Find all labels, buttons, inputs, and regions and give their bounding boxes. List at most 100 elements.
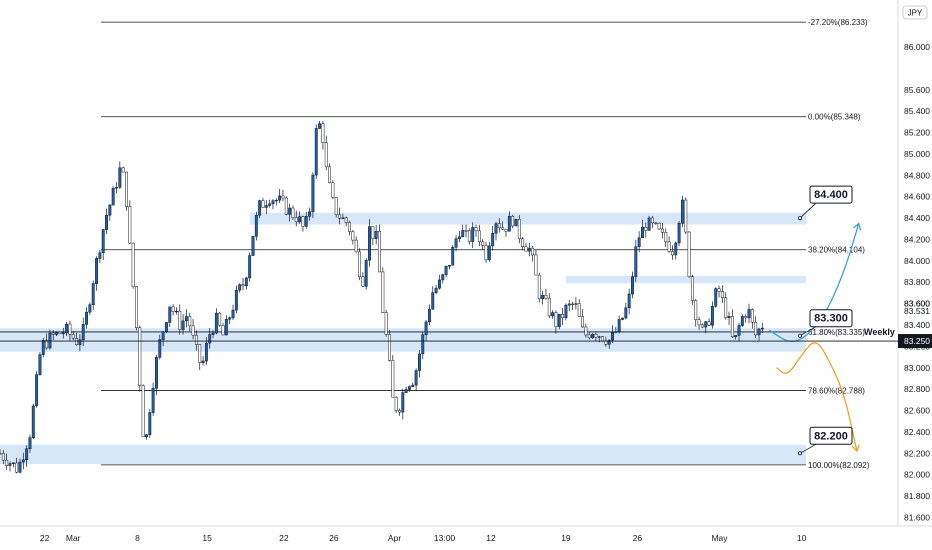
candle-up bbox=[401, 392, 405, 413]
candle-down bbox=[178, 310, 182, 330]
candle-down bbox=[577, 303, 581, 317]
candle-up bbox=[151, 387, 155, 413]
price-zone bbox=[249, 212, 806, 225]
candle-down bbox=[670, 251, 674, 256]
candle-up bbox=[457, 236, 461, 240]
price-axis[interactable]: 86.000 85.600 85.400 85.200 85.000 84.800 84.6… bbox=[0, 0, 932, 526]
candle-down bbox=[554, 312, 558, 328]
callout-box bbox=[809, 426, 853, 445]
candle-down bbox=[15, 462, 19, 473]
candle-up bbox=[224, 318, 228, 336]
candle-down bbox=[388, 334, 391, 361]
candle-up bbox=[341, 217, 345, 219]
candle-up bbox=[228, 317, 232, 320]
arrow-head bbox=[851, 444, 860, 453]
candle-down bbox=[601, 336, 604, 342]
price-tick-label: 83.400 bbox=[904, 320, 930, 330]
candle-down bbox=[171, 306, 175, 312]
candle-up bbox=[734, 335, 738, 338]
candle-down bbox=[687, 231, 691, 277]
candle-up bbox=[431, 292, 435, 310]
candle-up bbox=[564, 304, 568, 319]
candle-up bbox=[621, 317, 624, 320]
candle-down bbox=[131, 242, 135, 287]
candle-down bbox=[191, 325, 195, 336]
candle-up bbox=[244, 277, 248, 287]
price-tick-label: 82.000 bbox=[904, 470, 930, 480]
candle-down bbox=[5, 459, 9, 466]
candle-up bbox=[264, 205, 268, 208]
candle-up bbox=[65, 323, 69, 334]
candle-up bbox=[607, 339, 611, 345]
candle-up bbox=[61, 332, 65, 334]
candle-up bbox=[408, 386, 411, 390]
price-tick-label: 84.600 bbox=[904, 192, 930, 202]
time-axis[interactable]: 22 Mar 8 15 22 26 Apr 13:00 12 19 26 May 10 bbox=[0, 525, 932, 543]
candle-up bbox=[25, 448, 29, 461]
time-tick-label: 26 bbox=[633, 533, 643, 543]
candle-up bbox=[268, 203, 272, 206]
current-price-tag bbox=[898, 334, 932, 349]
candle-up bbox=[491, 233, 495, 247]
candle-up bbox=[417, 353, 421, 371]
candle-up bbox=[757, 328, 761, 336]
candle-down bbox=[284, 197, 288, 215]
candle-up bbox=[597, 336, 601, 338]
candle-up bbox=[451, 247, 455, 266]
candle-down bbox=[517, 219, 521, 240]
candle-down bbox=[654, 222, 658, 224]
candle-up bbox=[85, 311, 89, 325]
candle-up bbox=[41, 340, 45, 355]
candle-down bbox=[501, 227, 505, 230]
candle-up bbox=[238, 284, 242, 291]
candle-down bbox=[328, 166, 332, 183]
candle-up bbox=[677, 223, 681, 244]
candle-up bbox=[411, 384, 415, 387]
time-tick-label: 8 bbox=[135, 533, 140, 543]
candle-down bbox=[724, 297, 728, 318]
candle-up bbox=[404, 389, 408, 393]
candle-up bbox=[274, 199, 278, 202]
candle-up bbox=[614, 331, 618, 333]
candle-up bbox=[31, 405, 35, 438]
candle-down bbox=[547, 297, 551, 317]
candle-up bbox=[760, 327, 764, 330]
callout-leader bbox=[799, 443, 817, 454]
candle-up bbox=[631, 276, 634, 295]
price-tick-label: 83.000 bbox=[904, 363, 930, 373]
time-tick-label: 13:00 bbox=[434, 533, 456, 543]
candle-up bbox=[624, 307, 628, 319]
price-zone bbox=[565, 275, 806, 284]
candle-up bbox=[181, 320, 185, 330]
candle-up bbox=[574, 303, 578, 305]
candle-up bbox=[454, 238, 458, 248]
candle-up bbox=[551, 312, 555, 317]
time-tick-label: 22 bbox=[40, 533, 50, 543]
time-tick-label: 19 bbox=[561, 533, 571, 543]
callout-box bbox=[809, 185, 853, 204]
candle-up bbox=[471, 227, 475, 242]
candle-down bbox=[644, 226, 648, 231]
candle-down bbox=[291, 207, 295, 218]
candle-up bbox=[611, 332, 614, 341]
callout-leader bbox=[799, 202, 817, 219]
candle-down bbox=[684, 199, 688, 233]
price-tick-label: 84.400 bbox=[904, 213, 930, 223]
candle-up bbox=[55, 331, 59, 335]
candle-down bbox=[141, 385, 145, 438]
candle-up bbox=[414, 370, 418, 386]
candle-up bbox=[278, 195, 282, 201]
candle-up bbox=[234, 289, 238, 311]
candle-down bbox=[394, 396, 398, 411]
price-tick-label: 81.800 bbox=[904, 491, 930, 501]
candle-down bbox=[651, 217, 654, 224]
candle-up bbox=[8, 463, 12, 466]
candle-up bbox=[118, 167, 122, 188]
candle-down bbox=[511, 215, 515, 227]
candle-up bbox=[145, 434, 148, 438]
candle-up bbox=[437, 279, 441, 289]
candle-up bbox=[88, 304, 92, 313]
currency-text: JPY bbox=[908, 9, 923, 18]
candle-down bbox=[481, 241, 485, 246]
